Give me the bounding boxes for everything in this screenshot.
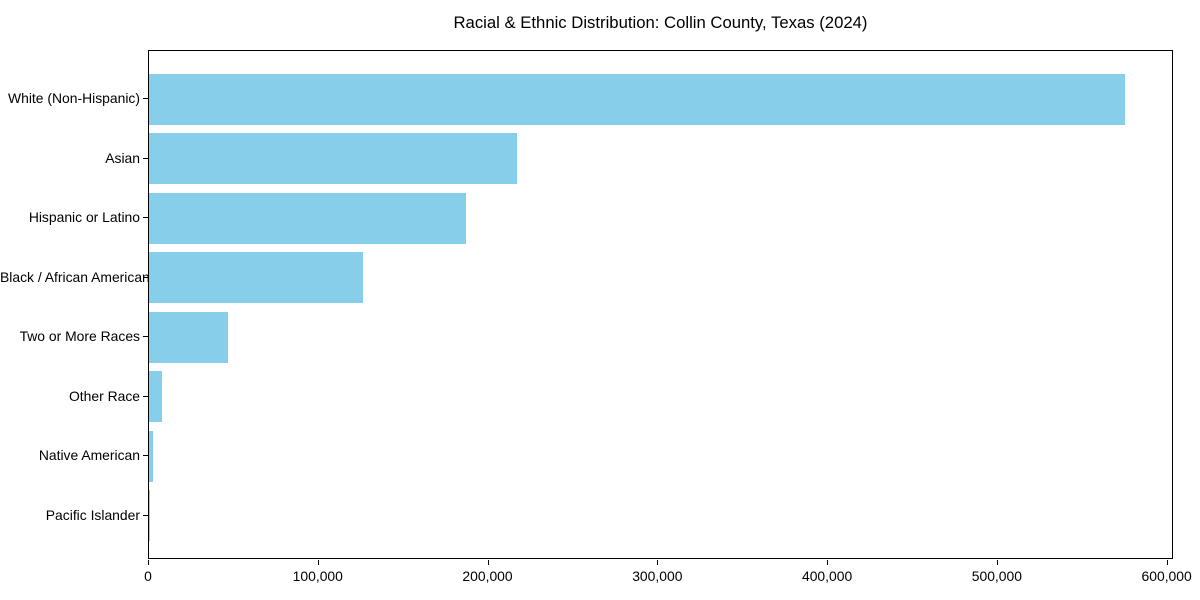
y-tick-mark [143, 276, 148, 278]
bar-two-or-more-races [149, 311, 228, 363]
y-tick-label-hispanic-or-latino: Hispanic or Latino [28, 209, 140, 226]
plot-area [148, 50, 1173, 559]
bar-hispanic-or-latino [149, 192, 466, 244]
bar-native-american [149, 430, 154, 482]
bar-other-race [149, 371, 162, 423]
x-tick-label-400-000: 400,000 [801, 568, 853, 584]
x-tick-label-0: 0 [144, 568, 152, 584]
y-tick-label-white-non-hispanic: White (Non-Hispanic) [8, 90, 140, 106]
y-tick-label-pacific-islander: Pacific Islander [45, 506, 140, 523]
x-tick-label-500-000: 500,000 [971, 568, 1022, 584]
y-tick-label-native-american: Native American [38, 447, 140, 464]
bar-black-african-american [149, 252, 363, 304]
y-tick-mark [143, 157, 148, 159]
y-tick-mark [143, 395, 148, 397]
y-tick-mark [143, 336, 148, 338]
bar-asian [149, 133, 518, 185]
x-tick-label-100-000: 100,000 [292, 568, 343, 584]
y-tick-label-other-race: Other Race [68, 387, 140, 404]
x-tick-mark [996, 560, 998, 565]
x-tick-mark [1166, 560, 1168, 565]
x-tick-label-600-000: 600,000 [1141, 568, 1192, 584]
y-tick-mark [143, 514, 148, 516]
x-tick-mark [657, 560, 659, 565]
x-tick-label-300-000: 300,000 [632, 568, 683, 584]
y-tick-label-black-african-american: Black / African American [0, 268, 150, 285]
x-tick-label-200-000: 200,000 [462, 568, 513, 584]
x-tick-mark [317, 560, 319, 565]
y-tick-label-asian: Asian [105, 149, 140, 166]
x-tick-mark [487, 560, 489, 565]
bar-pacific-islander [149, 490, 150, 542]
y-tick-mark [143, 455, 148, 457]
bar-white-non-hispanic [149, 73, 1126, 125]
chart-title: Racial & Ethnic Distribution: Collin Cou… [453, 13, 868, 32]
x-tick-mark [148, 560, 149, 565]
x-tick-mark [827, 560, 829, 565]
y-tick-label-two-or-more-races: Two or More Races [19, 328, 140, 345]
y-tick-mark [143, 217, 148, 219]
y-tick-mark [143, 98, 148, 99]
